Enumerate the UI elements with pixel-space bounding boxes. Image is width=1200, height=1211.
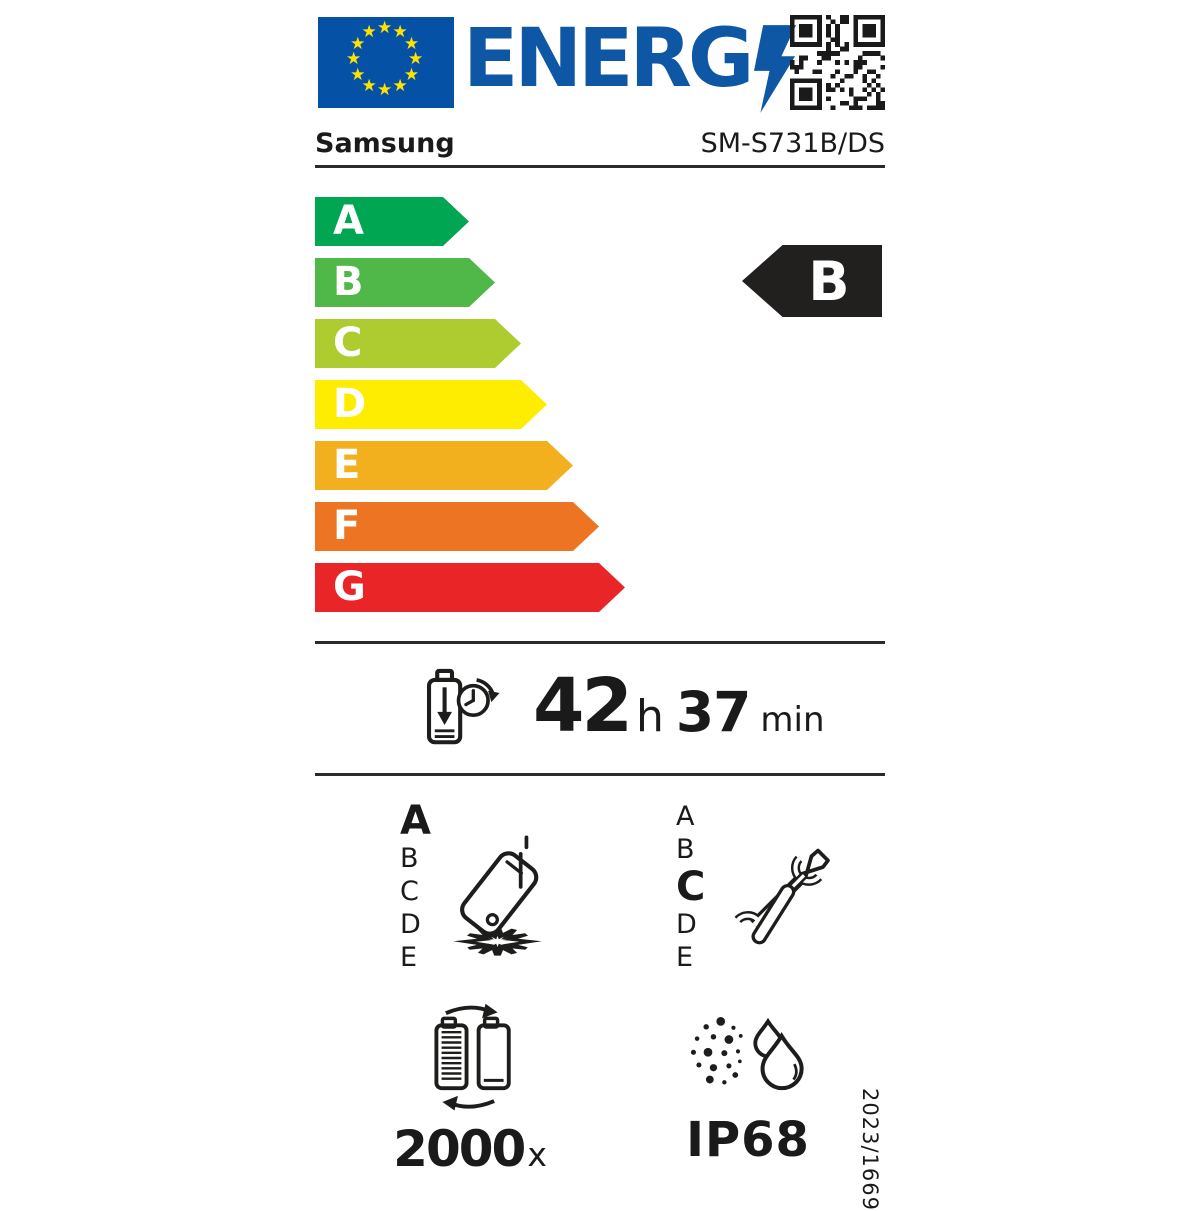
energy-class-bar-A: A [315, 197, 469, 246]
star-icon: ★ [361, 75, 377, 96]
battery-endurance-value: 42 h 37 min [533, 664, 825, 748]
class-letter-C: C [400, 876, 419, 907]
star-icon: ★ [392, 75, 408, 96]
lightning-bolt-icon [754, 25, 797, 113]
energ-logo: ENERG [463, 12, 797, 114]
energ-logo-text: ENERG [463, 12, 754, 106]
star-icon: ★ [361, 22, 377, 43]
energy-class-letter: B [333, 259, 364, 305]
class-letter-E: E [400, 942, 418, 973]
energy-label: ★ ★ ★ ★ ★ ★ ★ ★ ★ ★ ★ ★ ENERG Samsung SM-S731B/DS A… [315, 0, 885, 1200]
star-icon: ★ [392, 22, 408, 43]
star-icon: ★ [408, 49, 424, 69]
energy-class-bar-D: D [315, 380, 547, 429]
energy-class-letter: D [333, 381, 367, 427]
class-letter-D: D [400, 909, 421, 940]
star-icon: ★ [403, 64, 420, 85]
class-letter-A: A [400, 798, 431, 844]
dust-dots [690, 1017, 743, 1085]
battery-cycles-value: 2000 x [393, 1120, 547, 1178]
energy-class-bar-C: C [315, 319, 521, 368]
battery-clock-icon [426, 668, 500, 745]
endurance-hours-unit: h [635, 691, 664, 742]
energy-rating-arrow: B [742, 245, 882, 317]
class-letter-D: D [676, 909, 697, 940]
divider [315, 773, 885, 776]
label-header: ★ ★ ★ ★ ★ ★ ★ ★ ★ ★ ★ ★ ENERG [315, 12, 885, 114]
eu-flag: ★ ★ ★ ★ ★ ★ ★ ★ ★ ★ ★ ★ [318, 17, 454, 108]
dust-water-icon [690, 1017, 804, 1091]
ip-rating: IP68 [686, 1112, 810, 1168]
qr-code [790, 15, 885, 110]
brand-name: Samsung [315, 128, 455, 159]
energy-class-letter: A [333, 198, 364, 244]
falling-phone-icon [453, 835, 542, 956]
star-icon: ★ [403, 33, 420, 54]
energy-class-bar-G: G [315, 563, 625, 612]
energy-class-bar-B: B [315, 258, 495, 307]
ingress-protection-section: IP68 [673, 1014, 823, 1168]
eu-flag-stars: ★ ★ ★ ★ ★ ★ ★ ★ ★ ★ ★ ★ [318, 17, 454, 108]
energy-class-letter: E [333, 442, 361, 488]
regulation-number: 2023/1669 [858, 1088, 882, 1211]
brand-row: Samsung SM-S731B/DS [315, 128, 885, 168]
endurance-hours: 42 [533, 663, 633, 749]
star-icon: ★ [350, 64, 366, 85]
energy-class-letter: C [333, 320, 363, 366]
energy-class-letter: F [333, 503, 361, 549]
endurance-minutes-unit: min [760, 700, 825, 740]
class-letter-C: C [676, 864, 706, 910]
battery-endurance-section: 42 h 37 min [315, 664, 885, 754]
model-number: SM-S731B/DS [700, 128, 885, 159]
energy-class-bar-E: E [315, 441, 573, 490]
class-letter-A: A [676, 801, 695, 832]
star-icon: ★ [346, 49, 362, 69]
class-letter-B: B [400, 843, 419, 874]
star-icon: ★ [350, 33, 366, 54]
battery-cycles-section: 2000 x [393, 1002, 547, 1178]
cycles-unit: x [527, 1135, 547, 1174]
battery-cycles-icon [434, 1003, 511, 1111]
class-letter-B: B [676, 834, 695, 865]
energy-class-bar-F: F [315, 502, 599, 551]
tools-icon [734, 848, 830, 945]
endurance-minutes: 37 [675, 680, 752, 744]
class-letter-E: E [676, 942, 694, 973]
divider [315, 641, 885, 644]
energy-class-letter: G [333, 564, 366, 610]
star-icon: ★ [377, 80, 393, 100]
star-icon: ★ [377, 18, 393, 38]
energy-rating-letter: B [808, 249, 850, 313]
cycles-number: 2000 [393, 1120, 526, 1178]
